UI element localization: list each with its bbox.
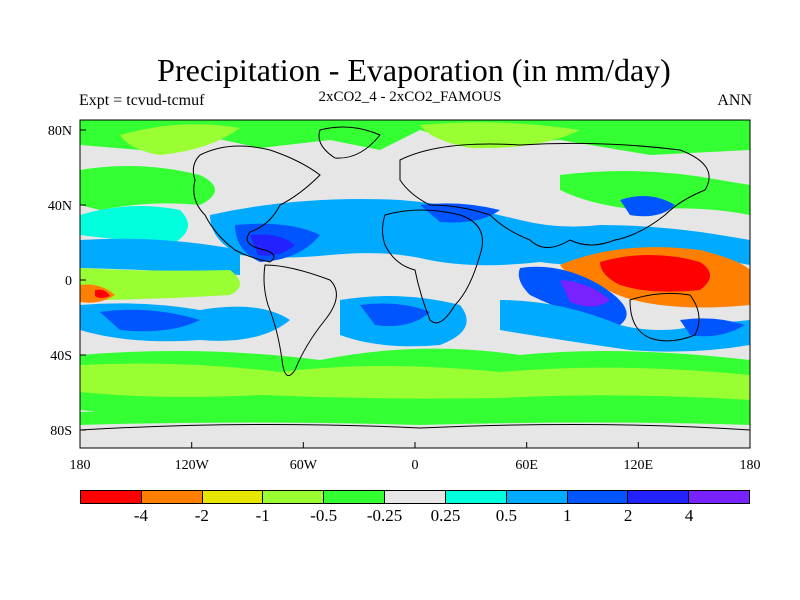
lon-tick: 120E xyxy=(624,458,654,473)
colorbar-swatch xyxy=(689,491,749,503)
comparison-label: 2xCO2_4 - 2xCO2_FAMOUS xyxy=(318,89,502,105)
colorbar-label: 2 xyxy=(623,506,633,525)
colorbar-label: 4 xyxy=(684,506,694,525)
colorbar-label: 1 xyxy=(563,506,572,525)
colorbar-label: -1 xyxy=(255,506,270,525)
season-label: ANN xyxy=(717,92,752,109)
colorbar-swatch xyxy=(324,491,386,503)
colorbar-label: 0.25 xyxy=(430,506,461,525)
lon-tick: 180 xyxy=(70,458,91,473)
colorbar-swatch xyxy=(567,491,629,503)
lat-tick: 40N xyxy=(48,199,72,214)
colorbar-swatch xyxy=(81,491,142,503)
lon-tick: 60E xyxy=(515,458,538,473)
map-field xyxy=(80,120,750,448)
lon-tick: 180 xyxy=(740,458,761,473)
colorbar xyxy=(80,490,750,504)
colorbar-swatch xyxy=(628,491,690,503)
lat-tick: 80S xyxy=(50,424,72,439)
lat-tick: 40S xyxy=(50,349,72,364)
coastlines xyxy=(80,126,750,431)
colorbar-label: -0.5 xyxy=(310,506,338,525)
lon-tick: 0 xyxy=(412,458,419,473)
colorbar-swatch xyxy=(202,491,264,503)
colorbar-swatch xyxy=(385,491,446,503)
experiment-label: Expt = tcvud-tcmuf xyxy=(79,92,205,109)
colorbar-label: 0.5 xyxy=(495,506,517,525)
colorbar-label: -4 xyxy=(133,506,148,525)
colorbar-swatch xyxy=(263,491,325,503)
lon-tick: 60W xyxy=(290,458,318,473)
colorbar-label: -0.25 xyxy=(366,506,403,525)
colorbar-label: -2 xyxy=(194,506,209,525)
lon-tick: 120W xyxy=(175,458,210,473)
lat-tick: 80N xyxy=(48,124,72,139)
chart-title: Precipitation - Evaporation (in mm/day) xyxy=(157,52,671,88)
colorbar-swatch xyxy=(141,491,203,503)
longitude-ticks: 180 120W 60W 0 60E 120E 180 xyxy=(70,458,761,473)
lat-tick: 0 xyxy=(65,274,72,289)
colorbar-swatch xyxy=(506,491,568,503)
colorbar-swatch xyxy=(445,491,507,503)
latitude-ticks: 80N 40N 0 40S 80S xyxy=(48,124,72,439)
axis-ticks xyxy=(79,129,751,448)
